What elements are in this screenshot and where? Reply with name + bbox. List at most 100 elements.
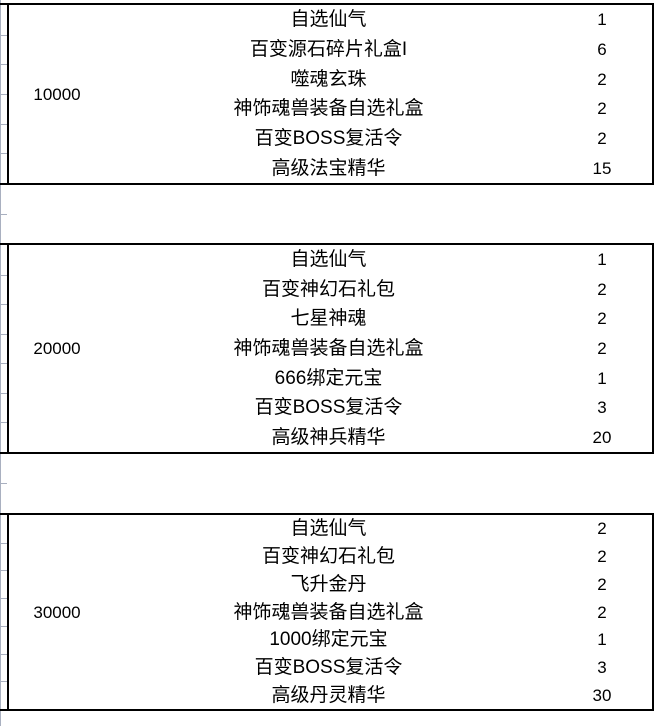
table-row: 七星神魂 2 xyxy=(105,304,652,334)
quantity-cell[interactable]: 1 xyxy=(597,250,607,270)
table-border-line xyxy=(7,3,9,185)
gridline-tick xyxy=(0,214,7,215)
quantity-cell[interactable]: 2 xyxy=(597,519,607,539)
table-row: 百变BOSS复活令 2 xyxy=(105,124,652,154)
item-name-cell[interactable]: 百变BOSS复活令 xyxy=(254,397,403,419)
table-border-line xyxy=(652,243,654,454)
quantity-cell[interactable]: 2 xyxy=(597,99,607,119)
gridline-tick xyxy=(0,483,7,484)
table-border-line xyxy=(7,243,9,454)
table-row: 自选仙气 1 xyxy=(105,245,652,275)
item-name-cell[interactable]: 高级神兵精华 xyxy=(271,426,386,448)
item-name-cell[interactable]: 百变BOSS复活令 xyxy=(254,656,403,678)
item-name-cell[interactable]: 七星神魂 xyxy=(290,308,367,330)
table-row: 百变源石碎片礼盒I 6 xyxy=(105,35,652,65)
table-row: 自选仙气 2 xyxy=(105,515,652,543)
amount-cell[interactable]: 20000 xyxy=(33,339,81,358)
item-name-cell[interactable]: 噬魂玄珠 xyxy=(290,68,367,90)
table-border-line xyxy=(0,243,654,245)
quantity-cell[interactable]: 1 xyxy=(597,10,607,30)
table-row: 百变神幻石礼包 2 xyxy=(105,543,652,571)
item-name-cell[interactable]: 百变神幻石礼包 xyxy=(261,278,395,300)
gridline-tick xyxy=(0,363,7,364)
table-row: 噬魂玄珠 2 xyxy=(105,64,652,94)
gridline-tick xyxy=(0,153,7,154)
quantity-cell[interactable]: 2 xyxy=(597,602,607,622)
item-name-cell[interactable]: 高级法宝精华 xyxy=(271,157,386,179)
item-name-cell[interactable]: 百变BOSS复活令 xyxy=(254,128,403,150)
table-row: 自选仙气 1 xyxy=(105,5,652,35)
gridline-tick xyxy=(0,570,7,571)
gridline-tick xyxy=(0,334,7,335)
table-row: 百变BOSS复活令 3 xyxy=(105,654,652,682)
item-name-cell[interactable]: 神饰魂兽装备自选礼盒 xyxy=(233,98,424,120)
amount-cell[interactable]: 30000 xyxy=(33,602,81,622)
table-row: 百变BOSS复活令 3 xyxy=(105,393,652,423)
gridline-tick xyxy=(0,598,7,599)
gridline-tick xyxy=(0,393,7,394)
quantity-cell[interactable]: 2 xyxy=(597,547,607,567)
table-row: 1000绑定元宝 1 xyxy=(105,626,652,654)
quantity-cell[interactable]: 30 xyxy=(592,685,612,705)
quantity-cell[interactable]: 2 xyxy=(597,339,607,359)
table-border-line xyxy=(7,513,9,711)
quantity-cell[interactable]: 1 xyxy=(597,368,607,388)
gridline-tick xyxy=(0,422,7,423)
item-name-cell[interactable]: 1000绑定元宝 xyxy=(269,629,388,651)
item-name-cell[interactable]: 自选仙气 xyxy=(290,249,367,271)
quantity-cell[interactable]: 15 xyxy=(592,158,612,178)
table-row: 666绑定元宝 1 xyxy=(105,363,652,393)
table-row: 神饰魂兽装备自选礼盒 2 xyxy=(105,334,652,364)
table-border-line xyxy=(0,183,654,185)
quantity-cell[interactable]: 2 xyxy=(597,69,607,89)
gridline-tick xyxy=(0,94,7,95)
item-name-cell[interactable]: 高级丹灵精华 xyxy=(271,684,386,706)
quantity-cell[interactable]: 6 xyxy=(597,40,607,59)
tier-block-30000: 30000 自选仙气 2 百变神幻石礼包 2 飞升金丹 2 神饰魂兽装备自选礼盒 2 1000绑定… xyxy=(9,515,652,709)
gridline-tick xyxy=(0,35,7,36)
quantity-cell[interactable]: 2 xyxy=(597,309,607,329)
tier-block-10000: 10000 自选仙气 1 百变源石碎片礼盒I 6 噬魂玄珠 2 神饰魂兽装备自选礼盒 2 百变BO… xyxy=(9,5,652,183)
table-row: 飞升金丹 2 xyxy=(105,570,652,598)
quantity-cell[interactable]: 1 xyxy=(597,630,607,650)
table-row: 高级法宝精华 15 xyxy=(105,153,652,183)
table-row: 神饰魂兽装备自选礼盒 2 xyxy=(105,94,652,124)
gridline-tick xyxy=(0,124,7,125)
item-name-cell[interactable]: 神饰魂兽装备自选礼盒 xyxy=(233,338,424,360)
quantity-cell[interactable]: 3 xyxy=(597,657,607,677)
table-row: 百变神幻石礼包 2 xyxy=(105,275,652,305)
gridline-tick xyxy=(0,275,7,276)
table-row: 高级神兵精华 20 xyxy=(105,422,652,452)
table-border-line xyxy=(0,709,654,711)
table-border-line xyxy=(0,3,654,5)
quantity-cell[interactable]: 2 xyxy=(597,574,607,594)
gridline-tick xyxy=(0,654,7,655)
item-name-cell[interactable]: 666绑定元宝 xyxy=(274,367,383,389)
quantity-cell[interactable]: 2 xyxy=(597,129,607,149)
item-name-cell[interactable]: 百变源石碎片礼盒I xyxy=(249,39,408,60)
item-name-cell[interactable]: 自选仙气 xyxy=(290,518,367,540)
reward-rows: 自选仙气 1 百变神幻石礼包 2 七星神魂 2 神饰魂兽装备自选礼盒 2 666绑定元宝 1 百变B… xyxy=(105,245,652,452)
quantity-cell[interactable]: 2 xyxy=(597,279,607,299)
table-row: 神饰魂兽装备自选礼盒 2 xyxy=(105,598,652,626)
amount-cell[interactable]: 10000 xyxy=(33,84,81,104)
table-border-line xyxy=(0,513,654,515)
item-name-cell[interactable]: 神饰魂兽装备自选礼盒 xyxy=(233,601,424,623)
gridline-tick xyxy=(0,304,7,305)
table-border-line xyxy=(0,452,654,454)
reward-rows: 自选仙气 2 百变神幻石礼包 2 飞升金丹 2 神饰魂兽装备自选礼盒 2 1000绑定元宝 1 百变… xyxy=(105,515,652,709)
item-name-cell[interactable]: 飞升金丹 xyxy=(290,573,367,595)
table-border-line xyxy=(652,513,654,711)
gridline-tick xyxy=(0,626,7,627)
gridline-tick xyxy=(0,681,7,682)
item-name-cell[interactable]: 自选仙气 xyxy=(290,9,367,31)
table-border-line xyxy=(652,3,654,185)
gridline-tick xyxy=(0,543,7,544)
gridline-tick xyxy=(0,64,7,65)
quantity-cell[interactable]: 3 xyxy=(597,398,607,418)
quantity-cell[interactable]: 20 xyxy=(592,427,612,447)
tier-block-20000: 20000 自选仙气 1 百变神幻石礼包 2 七星神魂 2 神饰魂兽装备自选礼盒 2 666绑定元… xyxy=(9,245,652,452)
table-row: 高级丹灵精华 30 xyxy=(105,681,652,709)
item-name-cell[interactable]: 百变神幻石礼包 xyxy=(261,546,395,568)
reward-rows: 自选仙气 1 百变源石碎片礼盒I 6 噬魂玄珠 2 神饰魂兽装备自选礼盒 2 百变BOSS复活令… xyxy=(105,5,652,183)
